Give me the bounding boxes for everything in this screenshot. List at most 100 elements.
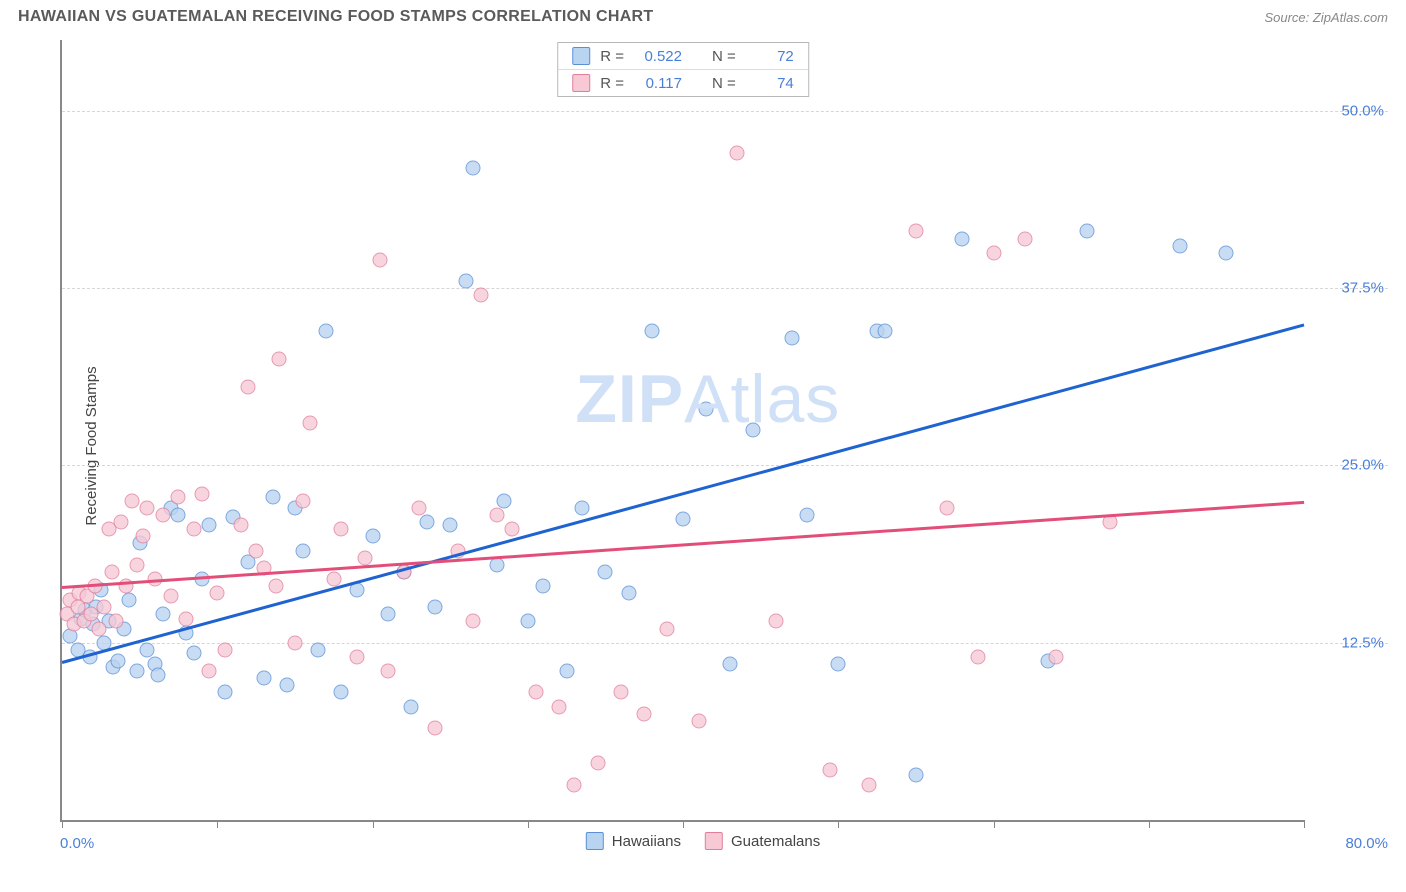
- scatter-point: [1079, 224, 1094, 239]
- x-tick: [994, 820, 995, 828]
- n-label: N =: [712, 48, 736, 65]
- scatter-point: [598, 564, 613, 579]
- gridline: [62, 288, 1388, 289]
- scatter-point: [427, 720, 442, 735]
- n-value: 72: [746, 48, 794, 65]
- scatter-point: [218, 642, 233, 657]
- scatter-point: [326, 571, 341, 586]
- scatter-point: [272, 352, 287, 367]
- scatter-point: [129, 664, 144, 679]
- scatter-point: [419, 515, 434, 530]
- scatter-point: [249, 543, 264, 558]
- legend-label: Hawaiians: [612, 833, 681, 850]
- scatter-point: [104, 564, 119, 579]
- scatter-point: [1017, 231, 1032, 246]
- scatter-point: [218, 685, 233, 700]
- scatter-point: [287, 635, 302, 650]
- scatter-point: [202, 664, 217, 679]
- legend-label: Guatemalans: [731, 833, 820, 850]
- scatter-point: [745, 423, 760, 438]
- r-value: 0.117: [634, 75, 682, 92]
- scatter-point: [823, 763, 838, 778]
- scatter-point: [121, 593, 136, 608]
- r-label: R =: [600, 75, 624, 92]
- scatter-point: [466, 614, 481, 629]
- legend-bottom: Hawaiians Guatemalans: [586, 832, 820, 850]
- scatter-point: [427, 600, 442, 615]
- n-label: N =: [712, 75, 736, 92]
- x-tick: [1304, 820, 1305, 828]
- scatter-point: [769, 614, 784, 629]
- scatter-point: [831, 657, 846, 672]
- scatter-point: [412, 501, 427, 516]
- scatter-point: [497, 493, 512, 508]
- scatter-point: [474, 288, 489, 303]
- scatter-point: [722, 657, 737, 672]
- x-tick: [838, 820, 839, 828]
- scatter-point: [266, 489, 281, 504]
- scatter-point: [528, 685, 543, 700]
- legend-swatch: [572, 74, 590, 92]
- legend-swatch: [705, 832, 723, 850]
- scatter-point: [163, 588, 178, 603]
- scatter-point: [124, 493, 139, 508]
- legend-stats-row: R = 0.522 N = 72: [558, 43, 808, 69]
- watermark-bold: ZIP: [575, 361, 684, 437]
- scatter-point: [110, 654, 125, 669]
- chart-container: Receiving Food Stamps ZIPAtlas R =0.522N…: [18, 40, 1388, 852]
- scatter-point: [349, 583, 364, 598]
- r-value: 0.522: [634, 48, 682, 65]
- watermark-rest: Atlas: [684, 361, 840, 437]
- scatter-point: [140, 642, 155, 657]
- legend-stats: R =0.522N =72R =0.117N =74: [557, 42, 809, 97]
- scatter-point: [939, 501, 954, 516]
- x-tick: [373, 820, 374, 828]
- scatter-point: [660, 621, 675, 636]
- legend-swatch: [586, 832, 604, 850]
- scatter-point: [318, 323, 333, 338]
- scatter-point: [179, 611, 194, 626]
- scatter-point: [1048, 649, 1063, 664]
- scatter-point: [730, 146, 745, 161]
- y-tick-label: 50.0%: [1341, 102, 1384, 119]
- scatter-point: [135, 529, 150, 544]
- scatter-point: [334, 522, 349, 537]
- scatter-point: [171, 508, 186, 523]
- scatter-point: [443, 518, 458, 533]
- scatter-point: [908, 767, 923, 782]
- scatter-point: [186, 522, 201, 537]
- scatter-point: [466, 160, 481, 175]
- chart-title: HAWAIIAN VS GUATEMALAN RECEIVING FOOD ST…: [18, 8, 654, 26]
- legend-stats-row: R =0.117N =74: [558, 69, 808, 96]
- legend-swatch: [572, 47, 590, 65]
- x-max-label: 80.0%: [1345, 835, 1388, 852]
- scatter-point: [140, 501, 155, 516]
- scatter-point: [505, 522, 520, 537]
- trend-line: [62, 324, 1305, 664]
- x-tick: [62, 820, 63, 828]
- x-tick: [683, 820, 684, 828]
- r-label: R =: [600, 48, 624, 65]
- scatter-point: [194, 486, 209, 501]
- scatter-point: [1172, 238, 1187, 253]
- scatter-point: [311, 642, 326, 657]
- scatter-point: [676, 512, 691, 527]
- scatter-point: [365, 529, 380, 544]
- scatter-point: [986, 245, 1001, 260]
- scatter-point: [970, 649, 985, 664]
- scatter-point: [536, 579, 551, 594]
- scatter-point: [210, 586, 225, 601]
- scatter-point: [373, 252, 388, 267]
- scatter-point: [862, 777, 877, 792]
- scatter-point: [637, 706, 652, 721]
- scatter-point: [96, 600, 111, 615]
- y-tick-label: 12.5%: [1341, 634, 1384, 651]
- scatter-point: [800, 508, 815, 523]
- x-tick: [1149, 820, 1150, 828]
- scatter-point: [186, 645, 201, 660]
- scatter-point: [113, 515, 128, 530]
- y-tick-label: 37.5%: [1341, 280, 1384, 297]
- scatter-point: [233, 518, 248, 533]
- scatter-point: [559, 664, 574, 679]
- scatter-point: [295, 543, 310, 558]
